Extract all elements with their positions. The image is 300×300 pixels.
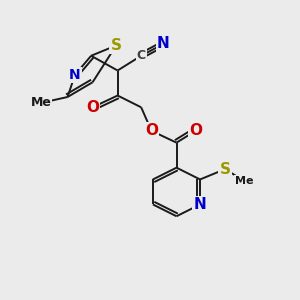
Text: Me: Me (235, 176, 254, 186)
Text: O: O (189, 123, 202, 138)
Text: S: S (111, 38, 122, 53)
Text: C: C (136, 49, 146, 62)
Text: O: O (86, 100, 99, 115)
Text: O: O (145, 123, 158, 138)
Text: N: N (194, 197, 206, 212)
Text: N: N (157, 37, 169, 52)
Text: Me: Me (31, 96, 52, 110)
Text: S: S (220, 162, 231, 177)
Text: N: N (69, 68, 81, 82)
